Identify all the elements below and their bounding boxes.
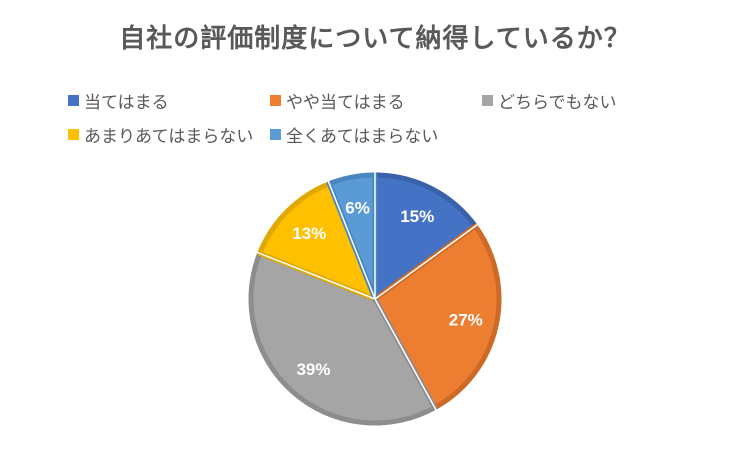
legend-item-3: あまりあてはまらない — [68, 122, 253, 147]
legend-label-4: 全くあてはまらない — [286, 127, 439, 147]
legend-swatch-0 — [68, 95, 79, 106]
legend-label-2: どちらでもない — [498, 93, 617, 113]
legend-label-0: 当てはまる — [84, 93, 169, 113]
legend-item-1: やや当てはまる — [270, 88, 405, 113]
slice-separator-3 — [256, 251, 376, 300]
legend-swatch-4 — [270, 129, 281, 140]
data-label-3: 13% — [292, 224, 326, 243]
legend-item-4: 全くあてはまらない — [270, 122, 438, 147]
data-label-4: 6% — [345, 199, 370, 218]
chart-title: 自社の評価制度について納得しているか？ — [119, 24, 631, 54]
slice-separator-4 — [327, 180, 376, 300]
legend-label-1: やや当てはまる — [286, 93, 405, 113]
legend-swatch-1 — [270, 95, 281, 106]
legend-item-0: 当てはまる — [68, 88, 169, 113]
slice-separator-1 — [374, 223, 479, 300]
pie-slice-0 — [372, 172, 478, 302]
pie-slice-2 — [248, 250, 438, 426]
data-label-2: 39% — [296, 360, 330, 379]
data-label-1: 27% — [449, 310, 483, 329]
pie-slice-3 — [257, 181, 378, 302]
legend-swatch-3 — [68, 129, 79, 140]
legend-swatch-2 — [482, 95, 493, 106]
pie-slice-1 — [372, 223, 502, 411]
slice-separator-2 — [374, 298, 437, 411]
legend-label-3: あまりあてはまらない — [84, 127, 254, 147]
legend-item-2: どちらでもない — [482, 88, 617, 113]
data-label-0: 15% — [400, 207, 434, 226]
